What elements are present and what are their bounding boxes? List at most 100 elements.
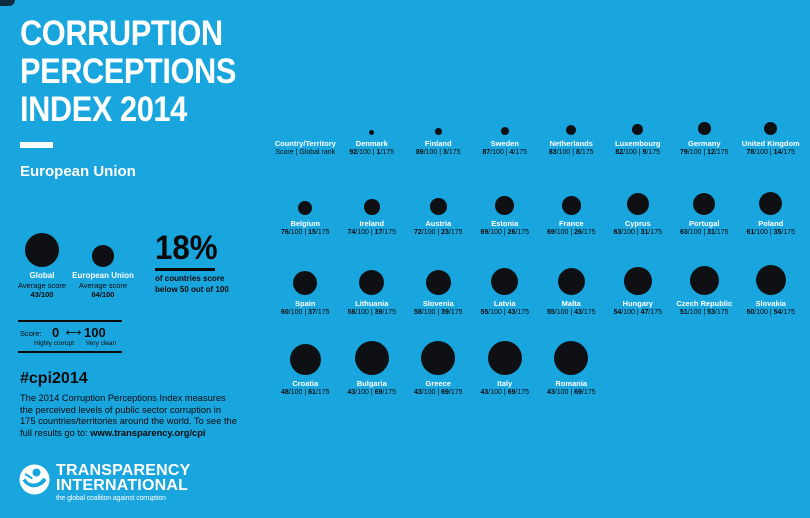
country-name: Hungary [622, 299, 653, 308]
grid-header-cell: Country/Territory Score | Global rank [272, 80, 339, 160]
country-cell: United Kingdom 78/100 | 14/175 [738, 80, 805, 160]
country-cell: France 69/100 | 26/175 [538, 160, 605, 240]
score-bubble [623, 267, 652, 295]
country-name: Portugal [689, 219, 720, 228]
country-score: 61/100 | 35/175 [746, 229, 796, 236]
score-bubble [429, 198, 447, 215]
country-cell: Malta 55/100 | 43/175 [538, 240, 605, 320]
description-line2: the perceived levels of public sector co… [20, 404, 222, 415]
country-score: 60/100 | 37/175 [280, 309, 330, 316]
country-name: Slovenia [422, 299, 454, 308]
logo-name-line1: TRANSPARENCY [56, 462, 191, 479]
country-cell: Netherlands 83/100 | 8/175 [538, 80, 605, 160]
country-cell: Ireland 74/100 | 17/175 [339, 160, 406, 240]
country-score: 78/100 | 14/175 [746, 149, 796, 156]
logo-tagline: the global coalition against corruption [56, 495, 166, 502]
country-cell: Belgium 76/100 | 15/175 [272, 160, 339, 240]
country-score: 50/100 | 54/175 [746, 309, 796, 316]
score-bubble [689, 265, 719, 295]
country-score: 69/100 | 26/175 [546, 229, 596, 236]
country-cell: Bulgaria 43/100 | 69/175 [339, 320, 406, 400]
eu-average-score: 64/100 [91, 290, 115, 299]
stat-desc-line2: below 50 out of 100 [155, 285, 229, 294]
country-cell: Italy 43/100 | 69/175 [472, 320, 539, 400]
results-url-link[interactable]: www.transparency.org/cpi [90, 428, 206, 439]
country-cell: Latvia 55/100 | 43/175 [472, 240, 539, 320]
country-name: Latvia [493, 299, 516, 308]
description-line1: The 2014 Corruption Perceptions Index me… [20, 393, 226, 403]
country-score: 83/100 | 8/175 [548, 149, 594, 156]
country-cell: Denmark 92/100 | 1/175 [339, 80, 406, 160]
country-name: Finland [424, 139, 452, 148]
score-bubble [491, 268, 519, 295]
country-cell: Greece 43/100 | 69/175 [405, 320, 472, 400]
global-average-sub: Average score [17, 280, 67, 290]
country-name: Poland [758, 219, 784, 228]
score-bubble [487, 340, 522, 375]
country-name: Spain [295, 299, 316, 308]
double-arrow-icon: ⟷ [65, 326, 82, 339]
score-bubble [632, 124, 644, 135]
country-name: Czech Republic [676, 299, 733, 308]
score-bubble [421, 340, 456, 375]
eu-average-labels: European Union Average score 64/100 [60, 271, 146, 300]
global-average-bubble [24, 232, 60, 267]
country-name: Croatia [292, 379, 319, 388]
country-name: Denmark [355, 139, 388, 148]
country-score: 55/100 | 43/175 [546, 309, 596, 316]
country-cell: Romania 43/100 | 69/175 [538, 320, 605, 400]
country-score: 89/100 | 3/175 [415, 149, 461, 156]
country-score: 51/100 | 53/175 [679, 309, 729, 316]
corner-mark [0, 0, 15, 6]
stat-desc-line1: of countries score [155, 274, 225, 283]
country-name: Austria [425, 219, 452, 228]
score-bubble [764, 121, 778, 135]
eu-average-title: European Union [72, 271, 134, 280]
score-bubble [289, 343, 321, 375]
country-name: Estonia [491, 219, 519, 228]
country-score: 79/100 | 12/175 [679, 149, 729, 156]
country-cell: Luxembourg 82/100 | 9/175 [605, 80, 672, 160]
page-title-line1: CORRUPTION [20, 14, 223, 53]
country-name: Romania [555, 379, 588, 388]
country-name: United Kingdom [741, 139, 800, 148]
ti-figure-icon [19, 464, 50, 500]
country-name: Lithuania [355, 299, 389, 308]
country-score: 48/100 | 61/175 [280, 389, 330, 396]
country-score: 43/100 | 69/175 [347, 389, 397, 396]
score-bubble [293, 271, 318, 295]
score-bubble [298, 200, 313, 215]
country-name: Malta [561, 299, 581, 308]
country-cell: Sweden 87/100 | 4/175 [472, 80, 539, 160]
country-cell: Hungary 54/100 | 47/175 [605, 240, 672, 320]
grid-header-country-label: Country/Territory [274, 139, 336, 148]
country-score: 43/100 | 69/175 [480, 389, 530, 396]
description-line4-prefix: full results go to: [20, 428, 91, 439]
score-scale-min: 0 [52, 325, 60, 340]
country-cell: Spain 60/100 | 37/175 [272, 240, 339, 320]
country-cell: Czech Republic 51/100 | 53/175 [671, 240, 738, 320]
score-bubble [369, 130, 375, 135]
country-score: 63/100 | 31/175 [679, 229, 729, 236]
country-cell: Slovenia 58/100 | 39/175 [405, 240, 472, 320]
logo-text: TRANSPARENCY INTERNATIONAL the global co… [56, 462, 191, 502]
country-score: 43/100 | 69/175 [546, 389, 596, 396]
eu-average-sub: Average score [78, 280, 128, 290]
country-name: Slovakia [755, 299, 786, 308]
score-bubble [557, 268, 585, 295]
country-name: Ireland [359, 219, 385, 228]
hashtag: #cpi2014 [20, 370, 88, 387]
score-bubble [626, 192, 649, 215]
global-average-labels: Global Average score 43/100 [6, 271, 78, 300]
country-cell: Germany 79/100 | 12/175 [671, 80, 738, 160]
country-name: Belgium [290, 219, 321, 228]
grid-header-score-label: Score | Global rank [275, 149, 336, 156]
score-bubble [425, 269, 451, 295]
country-cell: Finland 89/100 | 3/175 [405, 80, 472, 160]
score-bubble [495, 196, 515, 215]
country-name: Greece [425, 379, 451, 388]
score-scale-label: Score: [20, 329, 42, 338]
score-bubble [363, 199, 380, 215]
country-score: 58/100 | 39/175 [347, 309, 397, 316]
